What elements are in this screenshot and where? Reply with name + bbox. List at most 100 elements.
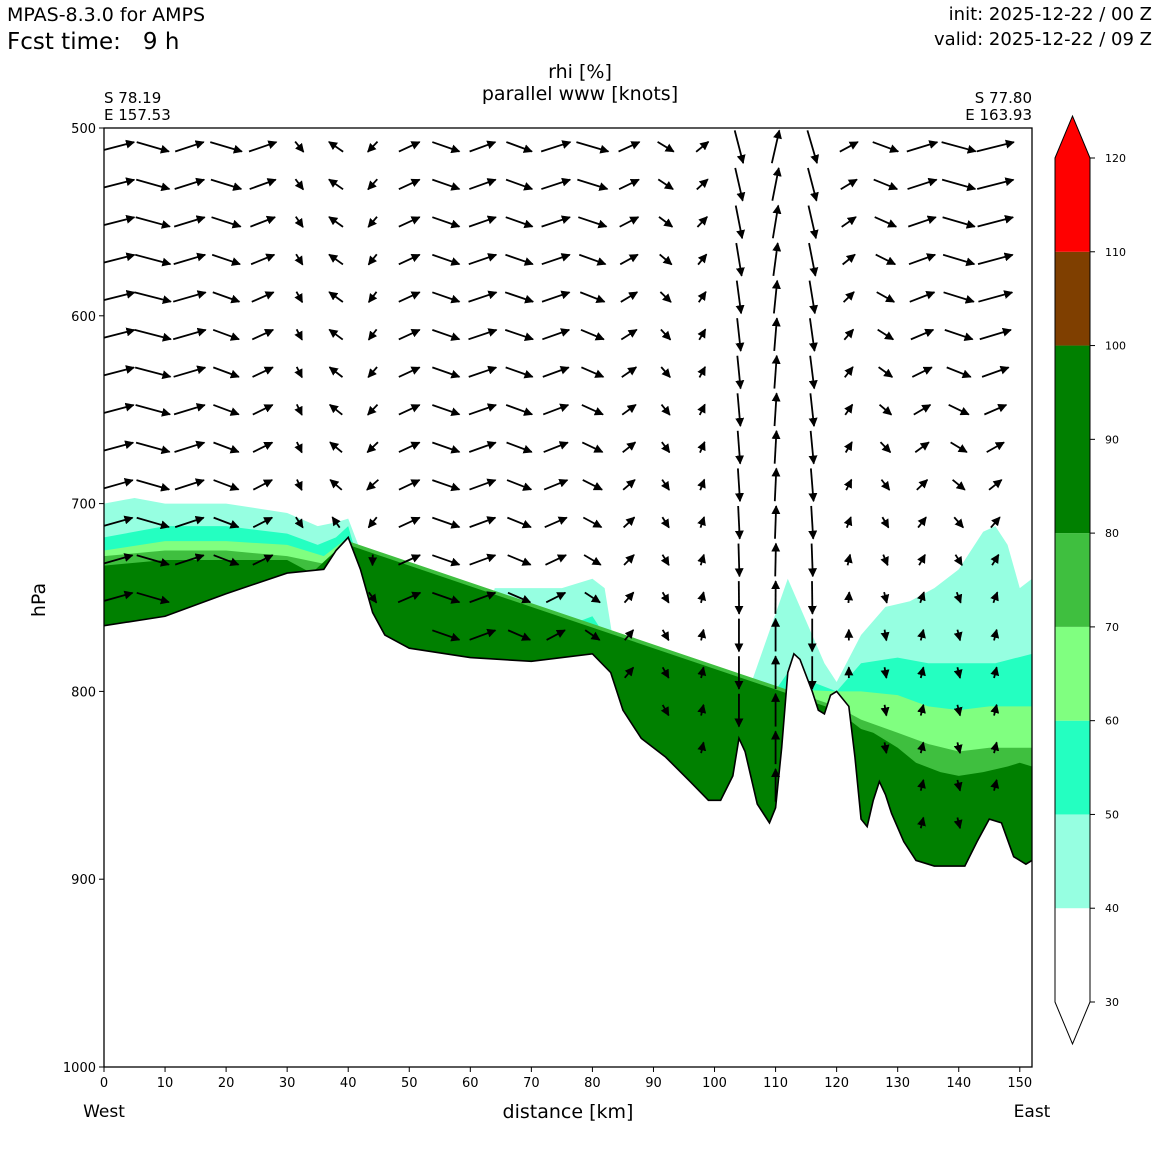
colorbar-tick-label: 60 — [1105, 715, 1119, 728]
x-tick-label: 10 — [157, 1076, 174, 1091]
wind-vector — [917, 741, 926, 754]
wind-vector — [331, 516, 341, 529]
wind-vector — [697, 366, 706, 378]
wind-vector — [294, 216, 304, 228]
wind-vector — [468, 215, 497, 228]
wind-vector — [842, 253, 856, 266]
wind-vector — [578, 216, 608, 229]
wind-vector — [469, 178, 497, 190]
wind-vector — [953, 817, 963, 830]
wind-vector — [398, 479, 421, 491]
y-tick-label: 800 — [71, 685, 96, 700]
wind-vector — [807, 167, 819, 202]
wind-vector — [914, 441, 930, 453]
wind-vector — [917, 516, 927, 529]
x-tick-label: 60 — [462, 1076, 479, 1091]
wind-vector — [735, 355, 745, 390]
wind-vector — [990, 591, 999, 604]
wind-vector — [623, 554, 635, 566]
chart-subtitle: parallel www [knots] — [482, 83, 678, 105]
wind-vector — [990, 628, 1000, 641]
wind-vector — [977, 214, 1014, 228]
colorbar-tick-label: 30 — [1105, 996, 1119, 1009]
wind-vector — [976, 139, 1015, 153]
wind-vector — [950, 441, 968, 453]
wind-vector — [294, 479, 303, 491]
wind-vector — [398, 554, 421, 566]
wind-vector — [948, 404, 970, 416]
wind-vector — [546, 629, 566, 641]
wind-vector — [661, 441, 671, 454]
wind-vector — [367, 253, 378, 266]
wind-vector — [880, 742, 890, 755]
wind-vector — [733, 130, 746, 165]
y-tick-label: 500 — [71, 122, 96, 137]
wind-vector — [907, 215, 937, 228]
y-tick-label: 900 — [71, 873, 96, 888]
wind-vector — [367, 141, 379, 153]
wind-vector — [294, 178, 304, 191]
wind-vector — [696, 216, 708, 228]
wind-vector — [660, 328, 672, 341]
wind-vector — [942, 253, 976, 267]
colorbar-tick-label: 90 — [1105, 433, 1119, 446]
wind-vector — [660, 479, 670, 491]
wind-vector — [506, 479, 533, 491]
wind-vector — [622, 516, 636, 529]
wind-vector — [622, 479, 636, 491]
wind-vector — [841, 216, 857, 228]
model-version-title: MPAS-8.3.0 for AMPS — [7, 4, 206, 26]
wind-vector — [697, 703, 707, 716]
wind-vector — [808, 318, 818, 352]
west-label: West — [83, 1102, 125, 1122]
wind-vector — [734, 205, 746, 240]
wind-vector — [136, 141, 170, 154]
wind-vector — [505, 404, 534, 416]
wind-vector — [953, 667, 963, 679]
wind-vector — [659, 253, 673, 266]
wind-vector — [135, 216, 171, 229]
terrain-outline — [104, 535, 1032, 867]
wind-vector — [953, 704, 963, 717]
wind-vector — [252, 441, 274, 453]
wind-vector — [366, 479, 379, 491]
wind-vector — [624, 629, 635, 641]
colorbar-tick-label: 120 — [1105, 152, 1126, 165]
wind-vector — [541, 177, 572, 190]
wind-vector — [916, 479, 929, 491]
wind-vector — [697, 478, 706, 491]
wind-vector — [468, 290, 498, 303]
wind-vector — [581, 441, 604, 453]
wind-vector — [660, 366, 671, 378]
wind-vector — [990, 516, 1001, 529]
wind-vector — [953, 779, 963, 792]
wind-vector — [917, 816, 926, 829]
wind-vector — [543, 441, 569, 453]
wind-vector — [878, 366, 894, 378]
wind-vector — [618, 178, 640, 190]
chart-title: rhi [%] — [548, 61, 612, 83]
wind-vector — [469, 516, 497, 528]
wind-vector — [252, 516, 274, 529]
wind-vector — [541, 290, 571, 303]
wind-vector — [697, 403, 706, 416]
wind-vector — [582, 516, 603, 529]
wind-vector — [545, 554, 567, 566]
wind-vector — [328, 141, 344, 153]
wind-vector — [543, 478, 569, 491]
wind-vector — [735, 430, 745, 465]
wind-vector — [294, 141, 305, 153]
wind-vector — [808, 543, 818, 578]
wind-vector — [877, 328, 895, 341]
wind-vector — [468, 328, 498, 341]
wind-vector — [697, 291, 707, 303]
colorbar-extend-min — [1055, 1002, 1090, 1044]
wind-vector — [941, 178, 977, 192]
wind-vector — [134, 366, 172, 380]
wind-vector — [506, 441, 533, 454]
wind-vector — [397, 591, 422, 604]
wind-vector — [210, 141, 243, 154]
wind-vector — [580, 328, 605, 341]
wind-vector — [432, 404, 461, 417]
wind-vector — [735, 393, 745, 427]
